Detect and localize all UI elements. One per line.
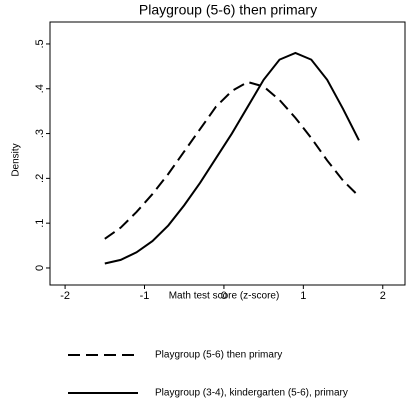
y-tick-label: 0 <box>34 265 46 271</box>
y-tick-label: .3 <box>34 129 46 138</box>
x-tick-label: 2 <box>380 290 386 302</box>
x-tick-label: -1 <box>140 290 150 302</box>
x-tick-label: 0 <box>221 290 227 302</box>
legend-label: Playgroup (5-6) then primary <box>155 350 282 361</box>
y-tick-label: .4 <box>34 84 46 93</box>
y-tick-label: .1 <box>34 219 46 228</box>
line-series <box>104 51 360 265</box>
y-tick-label: .5 <box>34 39 46 48</box>
y-tick-label: .2 <box>34 174 46 183</box>
x-axis-label: Math test score (z-score) <box>169 291 280 302</box>
plot-frame <box>49 21 406 286</box>
x-tick-label: -2 <box>60 290 70 302</box>
y-axis-label: Density <box>11 143 22 176</box>
chart-title: Playgroup (5-6) then primary <box>139 2 317 18</box>
x-tick-label: 1 <box>300 290 306 302</box>
line-series <box>104 80 360 240</box>
legend-label: Playgroup (3-4), kindergarten (5-6), pri… <box>155 388 348 399</box>
